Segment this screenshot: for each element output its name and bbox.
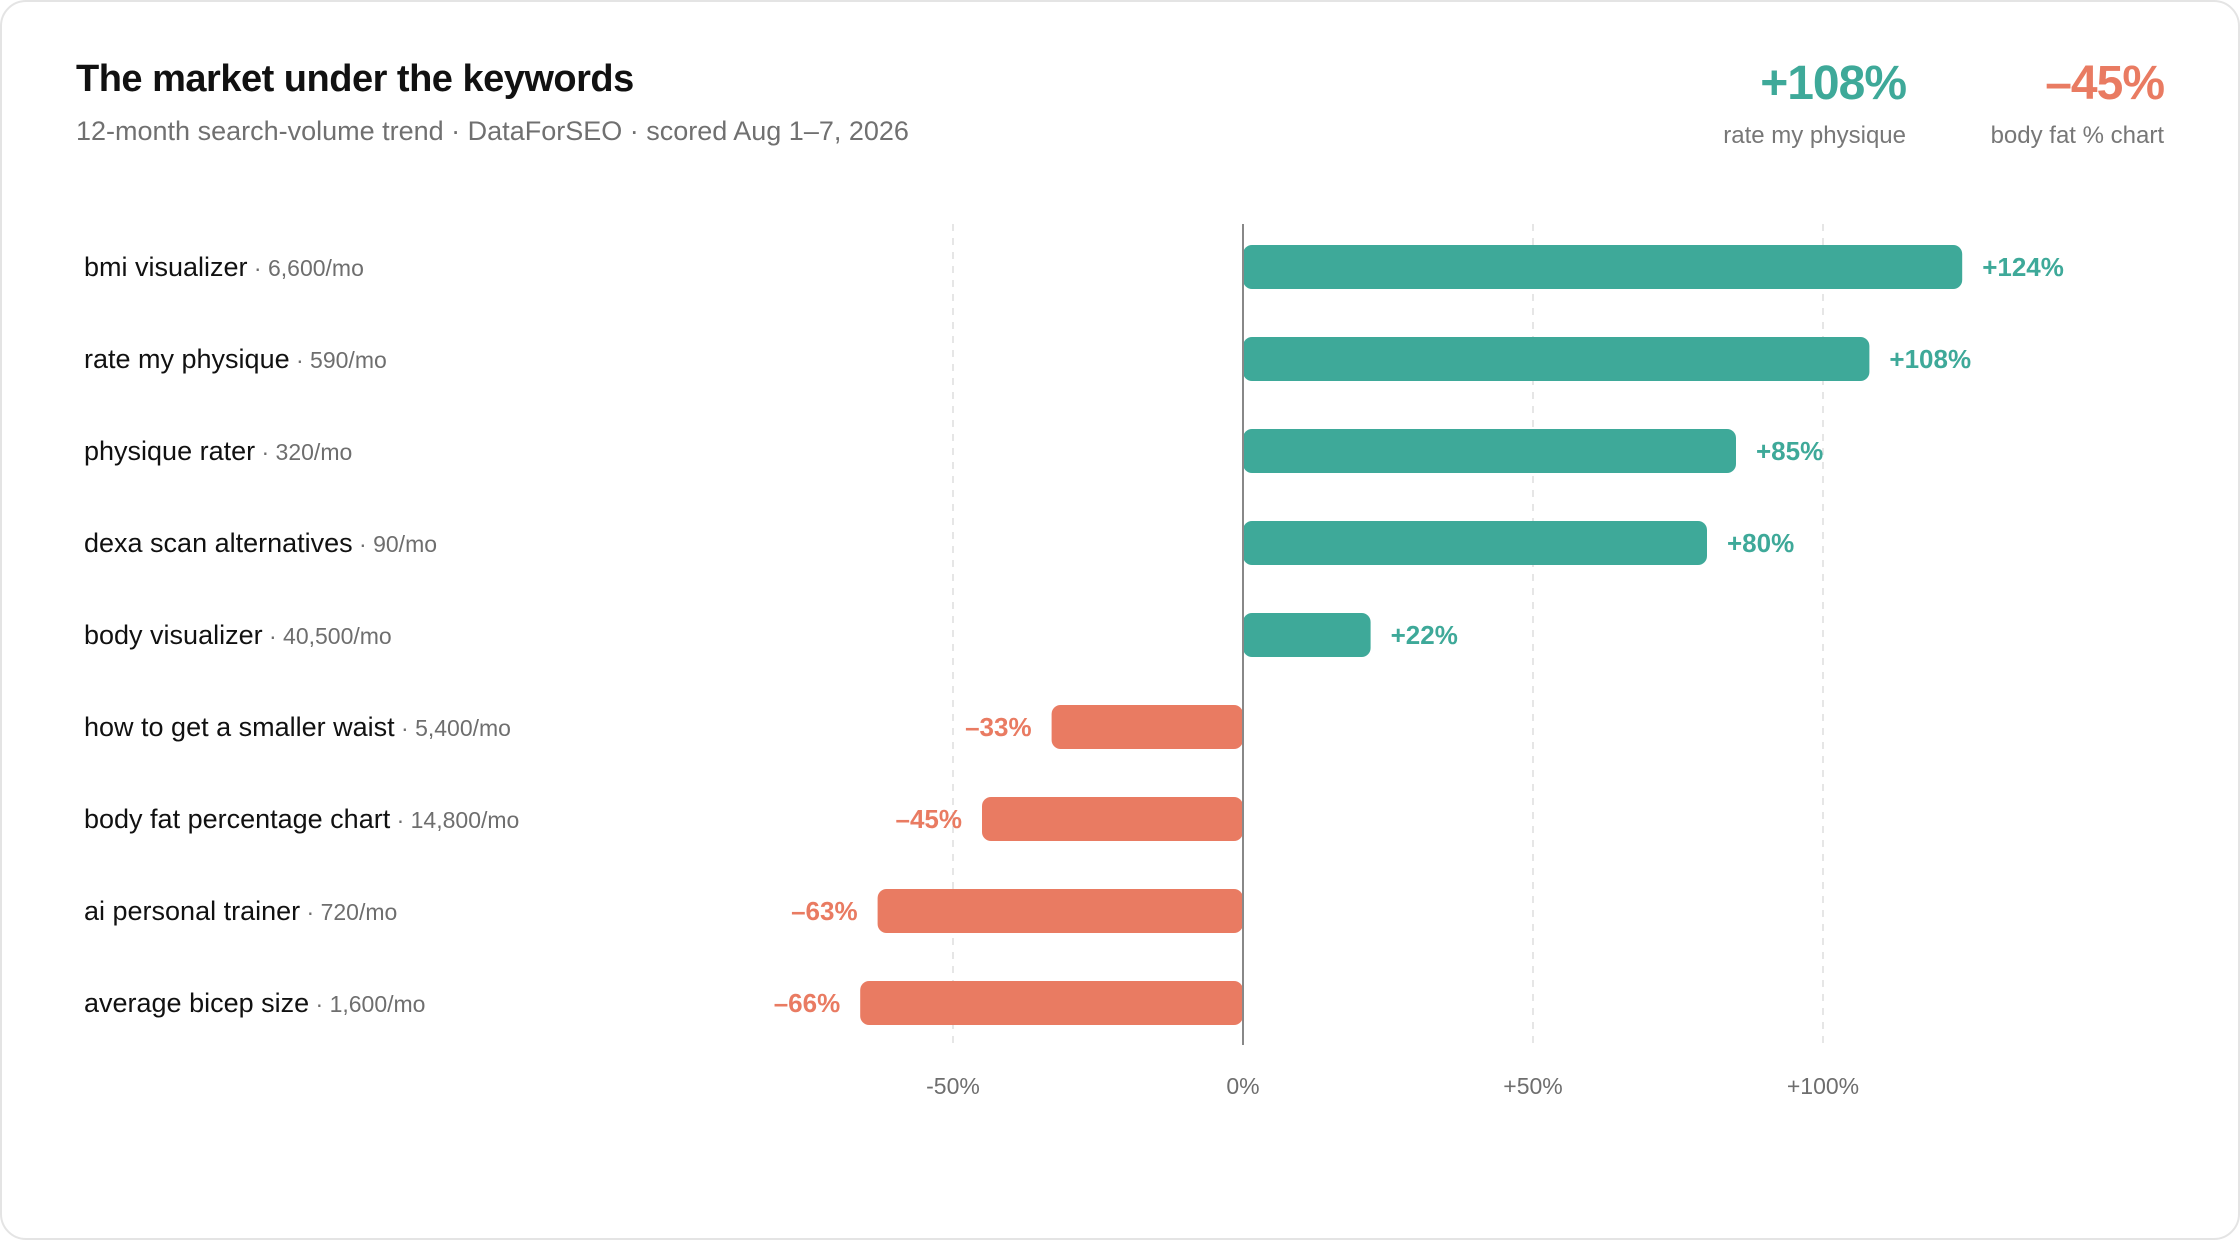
keyword-name: body visualizer [84, 620, 263, 650]
category-label: rate my physique · 590/mo [84, 344, 387, 374]
bar [982, 797, 1243, 841]
x-tick-label: +100% [1787, 1073, 1859, 1099]
bar [1243, 245, 1963, 289]
bar [1051, 705, 1243, 749]
keyword-name: rate my physique [84, 344, 290, 374]
keyword-volume: · 720/mo [300, 899, 397, 925]
keyword-name: physique rater [84, 436, 255, 466]
keyword-volume: · 5,400/mo [395, 715, 511, 741]
bar [1243, 337, 1870, 381]
stat-value: –45% [2045, 57, 2165, 110]
keyword-name: bmi visualizer [84, 252, 248, 282]
keyword-name: how to get a smaller waist [84, 712, 395, 742]
category-label: body fat percentage chart · 14,800/mo [84, 804, 519, 834]
keyword-name: body fat percentage chart [84, 804, 391, 834]
keyword-volume: · 1,600/mo [309, 991, 425, 1017]
keyword-volume: · 14,800/mo [390, 807, 519, 833]
chart-subtitle: 12-month search-volume trend · DataForSE… [76, 116, 909, 146]
bar [1243, 429, 1736, 473]
bar [1243, 521, 1707, 565]
category-label: physique rater · 320/mo [84, 436, 352, 466]
keyword-volume: · 320/mo [255, 439, 352, 465]
bar-value-label: –45% [896, 804, 963, 834]
bar [1243, 613, 1371, 657]
bar-value-label: –66% [774, 988, 841, 1018]
bar-value-label: +80% [1727, 528, 1794, 558]
category-label: how to get a smaller waist · 5,400/mo [84, 712, 511, 742]
chart-title: The market under the keywords [76, 58, 634, 100]
keyword-volume: · 90/mo [353, 531, 437, 557]
bar-value-label: +108% [1889, 344, 1971, 374]
category-label: dexa scan alternatives · 90/mo [84, 528, 437, 558]
stat-value: +108% [1760, 57, 1907, 110]
keyword-volume: · 590/mo [290, 347, 387, 373]
bar-value-label: –33% [965, 712, 1032, 742]
bar [860, 981, 1243, 1025]
x-tick-label: 0% [1226, 1073, 1259, 1099]
keyword-name: average bicep size [84, 988, 309, 1018]
bar-value-label: +124% [1982, 252, 2064, 282]
x-tick-label: -50% [926, 1073, 980, 1099]
category-label: bmi visualizer · 6,600/mo [84, 252, 364, 282]
keyword-volume: · 6,600/mo [248, 255, 364, 281]
stat-label: rate my physique [1723, 122, 1906, 149]
bar-value-label: +22% [1391, 620, 1458, 650]
keyword-volume: · 40,500/mo [263, 623, 392, 649]
stat-label: body fat % chart [1990, 122, 2164, 149]
bar [877, 889, 1243, 933]
x-tick-label: +50% [1503, 1073, 1562, 1099]
bar-value-label: +85% [1756, 436, 1823, 466]
category-label: ai personal trainer · 720/mo [84, 896, 397, 926]
bar-value-label: –63% [791, 896, 858, 926]
keyword-name: dexa scan alternatives [84, 528, 353, 558]
category-label: average bicep size · 1,600/mo [84, 988, 425, 1018]
stat-body-fat-chart: –45% body fat % chart [1990, 57, 2165, 150]
category-label: body visualizer · 40,500/mo [84, 620, 392, 650]
keyword-name: ai personal trainer [84, 896, 300, 926]
stat-rate-my-physique: +108% rate my physique [1723, 57, 1907, 150]
